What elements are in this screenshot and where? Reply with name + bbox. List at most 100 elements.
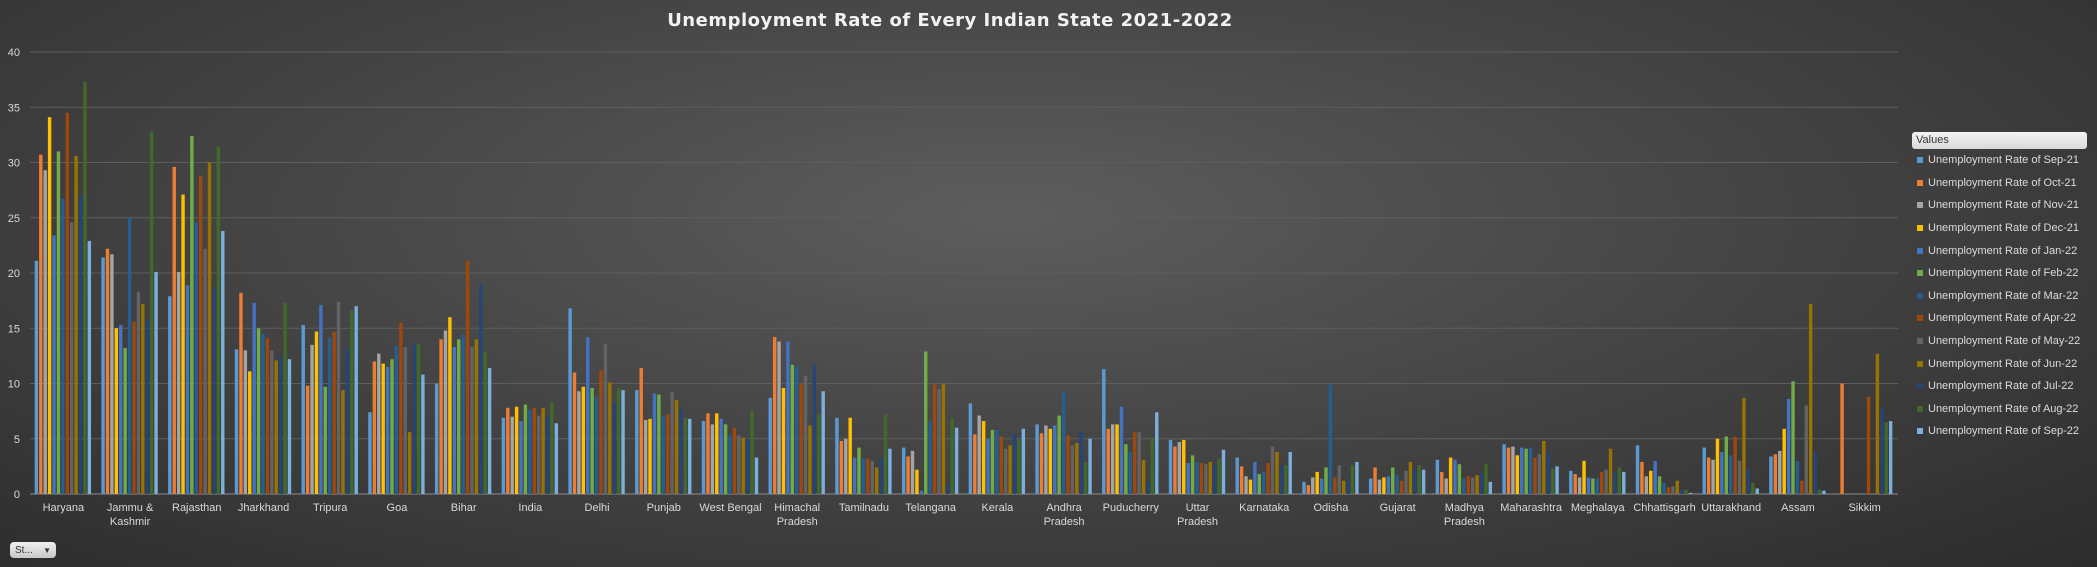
bar[interactable] — [1350, 465, 1355, 494]
bar[interactable] — [407, 432, 412, 494]
bar[interactable] — [1039, 433, 1044, 494]
bar[interactable] — [510, 416, 514, 494]
bar[interactable] — [345, 349, 350, 494]
bar[interactable] — [194, 222, 198, 495]
bar[interactable] — [777, 341, 781, 494]
bar[interactable] — [1239, 466, 1244, 495]
bar[interactable] — [1546, 452, 1550, 494]
bar[interactable] — [674, 400, 679, 494]
bar[interactable] — [981, 421, 986, 494]
bar[interactable] — [399, 322, 403, 494]
bar[interactable] — [470, 347, 474, 494]
bar[interactable] — [377, 353, 381, 494]
bar[interactable] — [1791, 381, 1795, 494]
bar[interactable] — [1520, 447, 1524, 494]
bar[interactable] — [1266, 463, 1270, 494]
bar[interactable] — [301, 324, 305, 494]
bar[interactable] — [221, 231, 225, 494]
bar[interactable] — [1617, 467, 1622, 494]
bar[interactable] — [1684, 489, 1688, 494]
bar[interactable] — [603, 343, 608, 494]
bar[interactable] — [1475, 475, 1479, 494]
bar[interactable] — [83, 81, 87, 494]
bar[interactable] — [465, 260, 470, 494]
bar[interactable] — [950, 417, 954, 494]
bar[interactable] — [1488, 481, 1493, 494]
bar[interactable] — [1319, 478, 1324, 494]
bar[interactable] — [1012, 434, 1017, 494]
bar[interactable] — [1408, 461, 1413, 494]
bar[interactable] — [683, 417, 688, 494]
bar[interactable] — [390, 359, 394, 494]
bar[interactable] — [1150, 437, 1155, 494]
bar[interactable] — [616, 387, 621, 494]
bar[interactable] — [61, 198, 65, 494]
bar[interactable] — [1173, 446, 1177, 494]
bar[interactable] — [799, 383, 803, 495]
bar[interactable] — [652, 393, 657, 494]
bar[interactable] — [1577, 477, 1582, 494]
bar[interactable] — [1528, 447, 1533, 494]
bar[interactable] — [1279, 465, 1284, 494]
bar[interactable] — [114, 328, 119, 494]
bar[interactable] — [883, 414, 888, 494]
bar[interactable] — [1786, 398, 1791, 494]
bar[interactable] — [710, 424, 715, 494]
bar[interactable] — [1284, 465, 1288, 494]
bar[interactable] — [590, 387, 594, 494]
bar[interactable] — [1604, 469, 1608, 494]
bar[interactable] — [639, 368, 643, 494]
bar[interactable] — [323, 386, 327, 494]
bar[interactable] — [1106, 428, 1110, 494]
bar[interactable] — [844, 438, 848, 494]
bar[interactable] — [1582, 460, 1586, 494]
bar[interactable] — [1413, 469, 1417, 494]
bar[interactable] — [1186, 463, 1190, 494]
bar[interactable] — [1466, 476, 1470, 494]
bar[interactable] — [1591, 478, 1595, 494]
bar[interactable] — [928, 421, 932, 494]
bar[interactable] — [821, 391, 825, 494]
bar[interactable] — [1061, 391, 1066, 494]
bar[interactable] — [1808, 303, 1813, 494]
bar[interactable] — [310, 344, 314, 494]
bar[interactable] — [817, 414, 821, 494]
bar[interactable] — [1671, 486, 1675, 494]
bar[interactable] — [848, 417, 852, 494]
bar[interactable] — [190, 135, 194, 495]
bar[interactable] — [368, 412, 372, 494]
bar[interactable] — [1395, 475, 1399, 494]
bar[interactable] — [265, 338, 270, 494]
bar[interactable] — [1511, 446, 1515, 494]
bar[interactable] — [1440, 471, 1444, 494]
bar[interactable] — [812, 364, 817, 494]
bar[interactable] — [835, 417, 839, 494]
bar[interactable] — [1653, 460, 1657, 494]
bar[interactable] — [581, 386, 586, 494]
bar[interactable] — [665, 414, 670, 494]
bar[interactable] — [1817, 489, 1822, 494]
bar[interactable] — [479, 285, 483, 494]
bar[interactable] — [536, 415, 541, 494]
bar[interactable] — [43, 170, 47, 495]
legend-item[interactable]: Unemployment Rate of Oct-21 — [1912, 172, 2087, 195]
bar[interactable] — [1444, 478, 1448, 494]
bar[interactable] — [790, 364, 794, 494]
bar[interactable] — [745, 438, 750, 494]
bar[interactable] — [1649, 470, 1653, 494]
bar[interactable] — [1217, 458, 1221, 494]
bar[interactable] — [1421, 469, 1426, 494]
bar[interactable] — [305, 385, 310, 494]
bar[interactable] — [185, 285, 190, 494]
bar[interactable] — [577, 391, 581, 494]
bar[interactable] — [332, 331, 336, 494]
bar[interactable] — [1333, 477, 1337, 494]
bar[interactable] — [1306, 485, 1311, 494]
bar[interactable] — [283, 302, 287, 494]
bar[interactable] — [105, 248, 110, 494]
bar[interactable] — [1470, 477, 1475, 494]
bar[interactable] — [1021, 428, 1026, 494]
bar[interactable] — [973, 434, 977, 494]
bar[interactable] — [786, 341, 790, 494]
bar[interactable] — [1795, 460, 1800, 494]
